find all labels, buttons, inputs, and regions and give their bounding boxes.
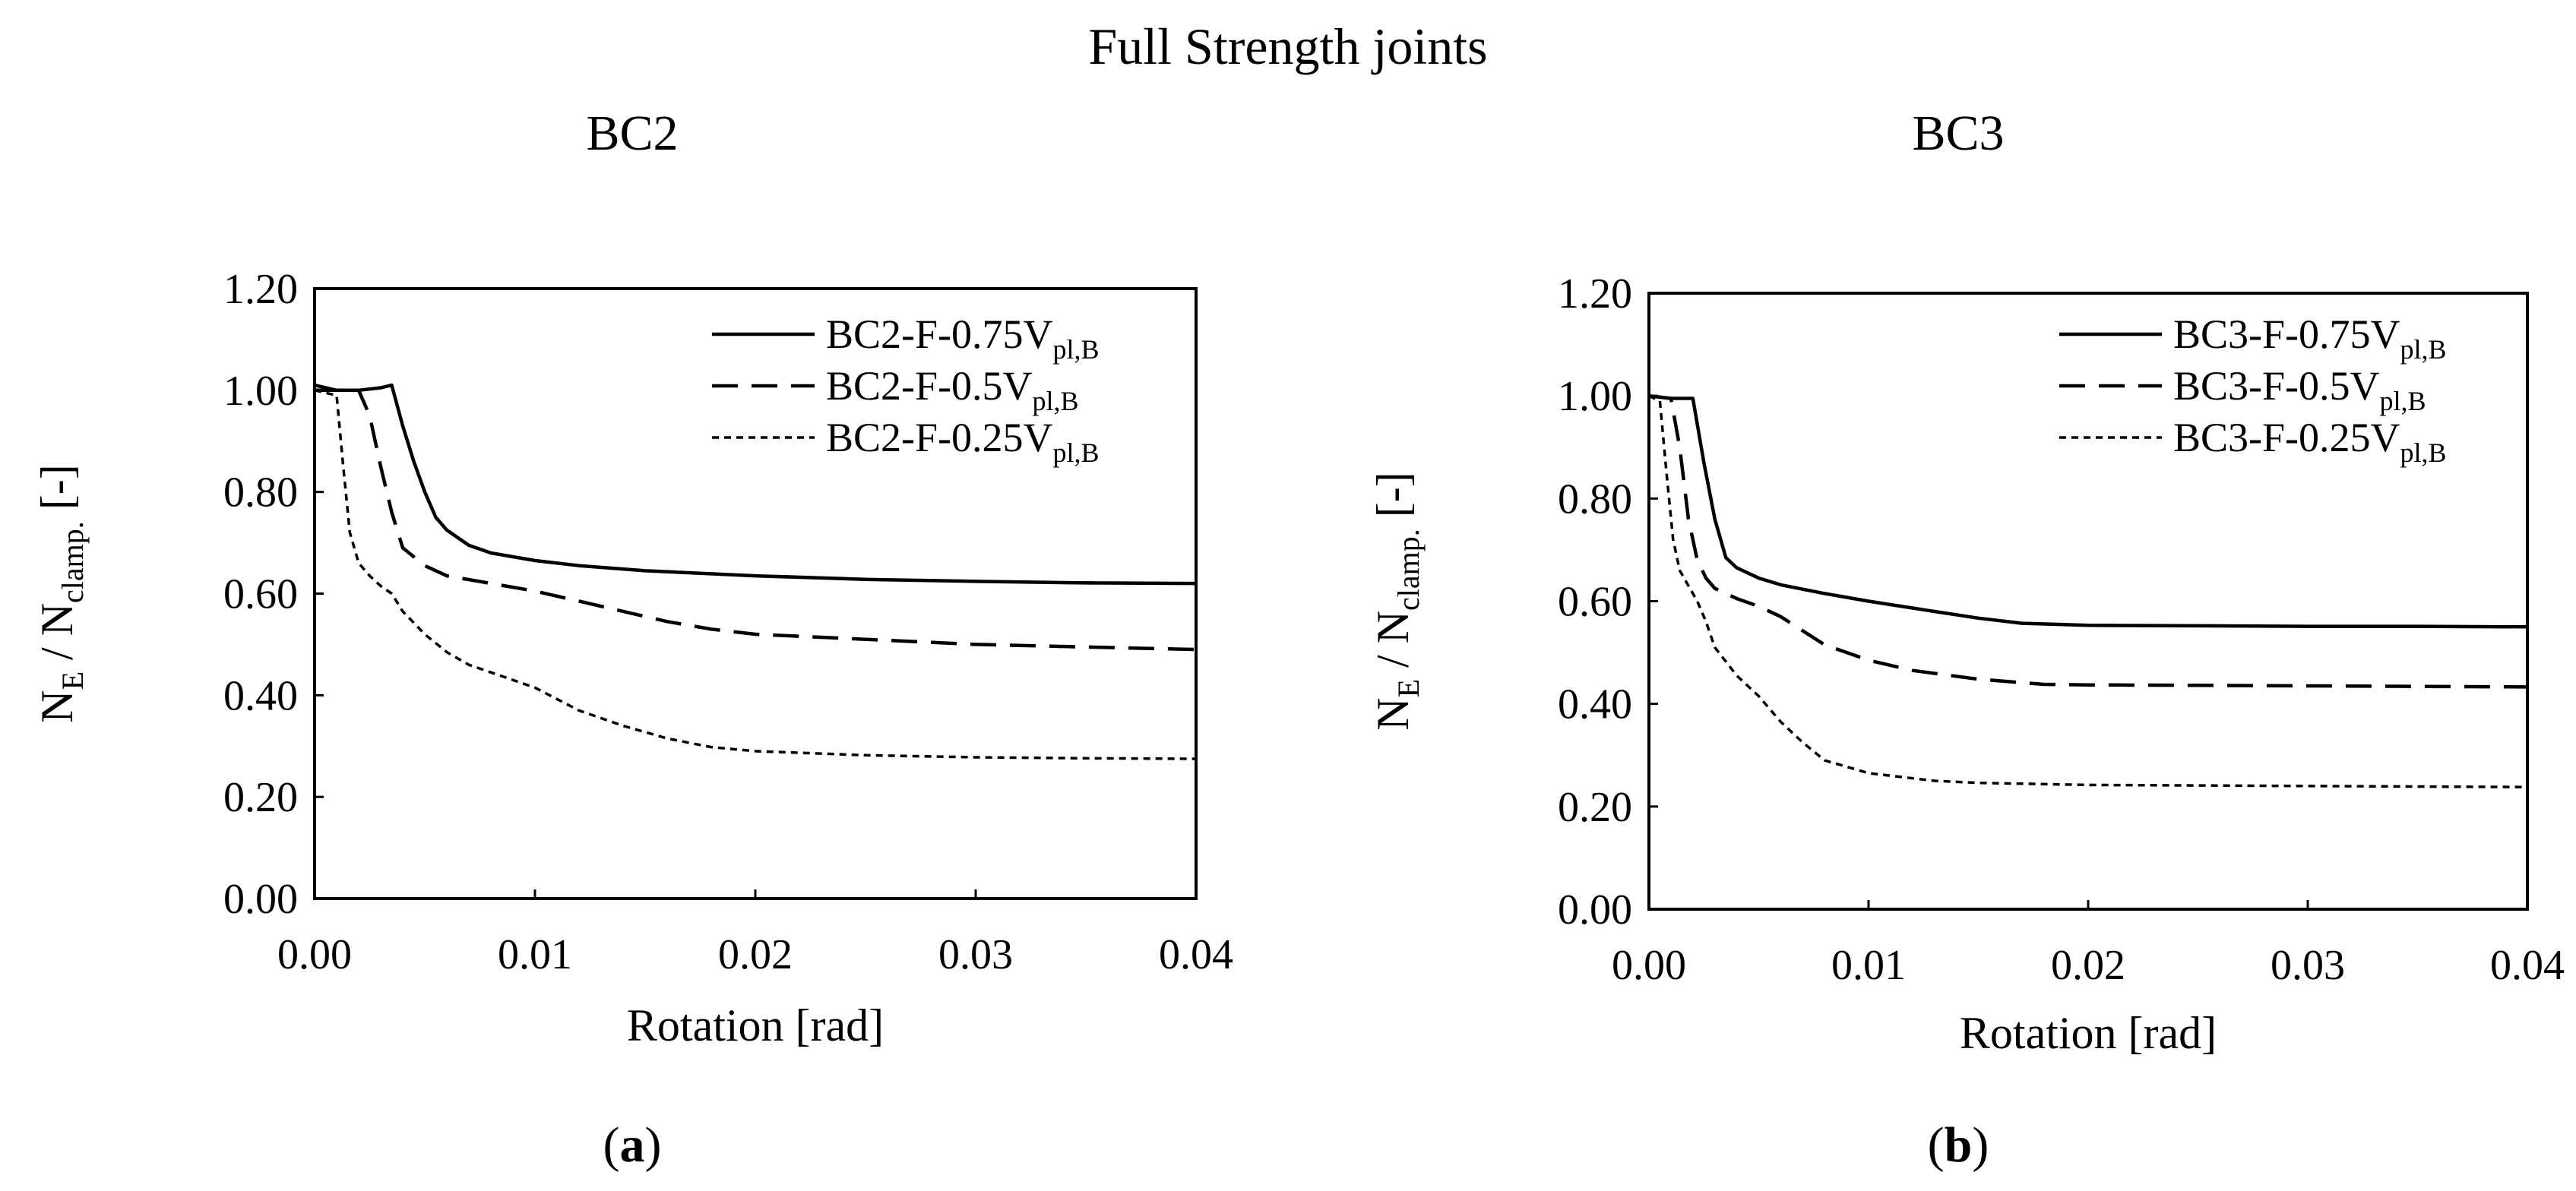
y-tick-label: 0.80 <box>1558 475 1632 523</box>
legend-label: BC2-F-0.5Vpl,B <box>826 363 1079 416</box>
panel-label-a: (a) <box>603 1117 662 1173</box>
y-tick-label: 0.60 <box>1558 579 1632 626</box>
x-axis-title: Rotation [rad] <box>627 1000 884 1050</box>
panel-label-b-letter: b <box>1944 1117 1973 1173</box>
chart-title-bc2: BC2 <box>586 106 679 161</box>
legend-label: BC3-F-0.75Vpl,B <box>2173 311 2447 365</box>
x-tick-label: 0.00 <box>277 931 352 978</box>
legend-label: BC2-F-0.25Vpl,B <box>826 415 1100 468</box>
x-tick-label: 0.00 <box>1612 942 1686 989</box>
y-axis-title: NE / Nclamp. [-] <box>1368 472 1426 730</box>
y-tick-label: 0.40 <box>223 672 298 719</box>
series-line-dotted <box>1648 394 2528 788</box>
chart-title-bc3: BC3 <box>1912 106 2005 161</box>
series-line-dashed <box>1648 393 2528 689</box>
y-tick-label: 0.20 <box>223 774 298 821</box>
x-tick-label: 0.02 <box>718 931 793 978</box>
legend-label: BC3-F-0.5Vpl,B <box>2173 363 2426 416</box>
series-line-solid <box>1648 393 2528 629</box>
x-tick-label: 0.01 <box>1831 942 1906 989</box>
series-line-dashed <box>315 388 1197 652</box>
x-tick-label: 0.02 <box>2051 942 2125 989</box>
y-tick-label: 0.00 <box>223 876 298 923</box>
y-tick-label: 1.00 <box>1558 373 1632 420</box>
y-tick-label: 0.80 <box>223 469 298 517</box>
series-line-dotted <box>314 389 1197 760</box>
x-tick-label: 0.04 <box>2490 942 2565 989</box>
y-tick-label: 1.20 <box>223 266 298 313</box>
figure-title: Full Strength joints <box>1088 17 1488 75</box>
y-tick-label: 0.40 <box>1558 681 1632 728</box>
x-tick-label: 0.01 <box>498 931 572 978</box>
y-tick-label: 1.00 <box>223 368 298 415</box>
panel-label-b: (b) <box>1927 1117 1989 1173</box>
y-tick-label: 0.00 <box>1558 886 1632 934</box>
y-axis-title: NE / Nclamp. [-] <box>32 464 90 722</box>
y-tick-label: 1.20 <box>1558 270 1632 317</box>
y-tick-label: 0.20 <box>1558 784 1632 831</box>
x-axis-title: Rotation [rad] <box>1960 1008 2217 1058</box>
legend-label: BC2-F-0.75Vpl,B <box>826 311 1100 365</box>
panel-label-a-letter: a <box>619 1117 645 1173</box>
legend-label: BC3-F-0.25Vpl,B <box>2173 415 2447 468</box>
x-tick-label: 0.03 <box>2271 942 2345 989</box>
x-tick-label: 0.04 <box>1159 931 1233 978</box>
series-line-solid <box>314 383 1197 586</box>
x-tick-label: 0.03 <box>938 931 1013 978</box>
y-tick-label: 0.60 <box>223 571 298 618</box>
